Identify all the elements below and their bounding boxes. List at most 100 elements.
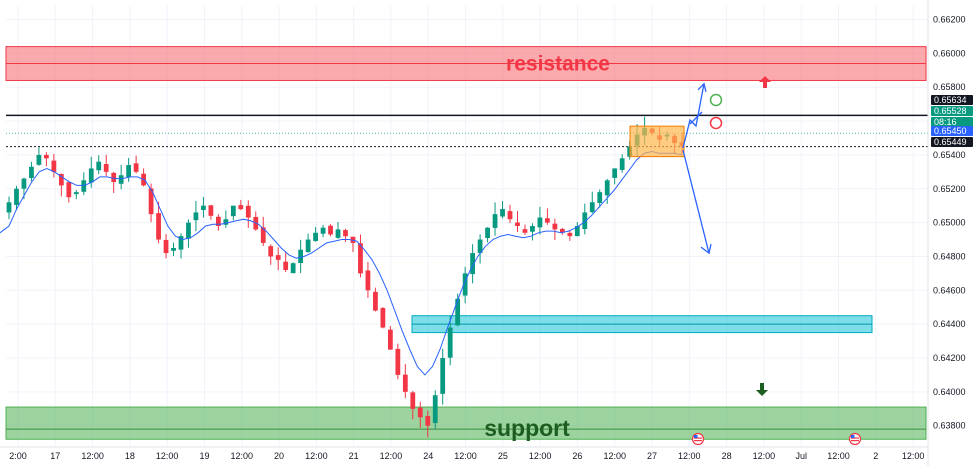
candle-body	[440, 358, 446, 394]
candle-body	[589, 202, 595, 213]
consolidation-box	[629, 125, 685, 158]
x-tick-label: 17	[50, 451, 60, 461]
candle-body	[163, 239, 169, 254]
candle-body	[417, 407, 423, 418]
x-tick-label: 20	[274, 451, 284, 461]
y-tick-label: 0.65400	[933, 150, 966, 160]
candle-body	[201, 205, 206, 211]
bullish-projection-arrow	[682, 83, 705, 149]
flag-stripe	[851, 437, 859, 439]
price-tag-label: 0.65449	[934, 137, 967, 147]
y-tick-label: 0.65200	[933, 184, 966, 194]
candle-body	[612, 168, 618, 178]
candle-body	[328, 225, 333, 235]
x-tick-label: 12:00	[454, 451, 477, 461]
candle-body	[462, 273, 468, 296]
arrow-head-icon	[697, 82, 707, 92]
red-circle-marker	[709, 116, 723, 130]
x-tick-label: 12:00	[753, 451, 776, 461]
x-tick-label: 12:00	[678, 451, 701, 461]
y-tick-label: 0.63800	[933, 421, 966, 431]
x-tick-label: 28	[722, 451, 732, 461]
zones: resistance support	[5, 46, 927, 441]
candle-body	[604, 180, 610, 196]
candle-body	[275, 255, 281, 260]
candle-body	[470, 253, 476, 275]
price-axis[interactable]: 0.662000.660000.658000.656000.654000.652…	[927, 0, 966, 466]
candle-body	[186, 222, 191, 239]
candle-body	[395, 348, 401, 375]
candle-body	[260, 227, 266, 243]
x-tick-label: 12:00	[902, 451, 925, 461]
y-tick-label: 0.64000	[933, 387, 966, 397]
candle-body	[111, 172, 117, 182]
candle-body	[537, 217, 543, 228]
candle-body	[58, 174, 64, 186]
x-tick-label: 12:00	[156, 451, 179, 461]
candle-body	[582, 212, 588, 229]
candle-body	[305, 239, 311, 253]
x-tick-label: 2:00	[9, 451, 27, 461]
x-tick-label: 12:00	[231, 451, 254, 461]
x-tick-label: 12:00	[81, 451, 104, 461]
y-tick-label: 0.64400	[933, 319, 966, 329]
candle-body	[73, 192, 79, 195]
candle-body	[230, 205, 236, 217]
candle-body	[21, 178, 27, 189]
y-tick-label: 0.65000	[933, 218, 966, 228]
candle-body	[223, 219, 229, 225]
candle-body	[148, 188, 154, 215]
candle-body	[455, 298, 461, 326]
candle-body	[380, 308, 386, 328]
arrow-up-icon	[759, 76, 771, 88]
resistance-label: resistance	[506, 53, 610, 76]
price-tag-label: 08:16	[934, 117, 957, 127]
price-tag	[931, 117, 973, 127]
arrow-segment	[689, 111, 703, 125]
candle-body	[335, 229, 341, 238]
y-tick-label: 0.66000	[933, 48, 966, 58]
candle-body	[507, 211, 513, 220]
candle-body	[268, 246, 274, 257]
y-tick-label: 0.66200	[933, 15, 966, 25]
green-circle-marker	[709, 93, 723, 107]
candle-body	[515, 222, 520, 226]
flag-stripe	[694, 440, 702, 442]
candle-body	[313, 232, 318, 242]
candle-body	[103, 164, 109, 172]
x-tick-label: 12:00	[380, 451, 403, 461]
candle-body	[530, 226, 535, 232]
flag-stripe	[694, 437, 702, 439]
candle-body	[373, 291, 378, 311]
candle-body	[545, 218, 550, 223]
flag-us-icon	[691, 432, 705, 446]
candle-body	[477, 239, 483, 254]
time-axis[interactable]: 2:00 17 12:00 18 12:00 19 12:00 20 12:00 21 12:00 2…	[0, 446, 928, 461]
price-tag	[931, 126, 973, 136]
x-tick-label: 12:00	[529, 451, 552, 461]
moving-average	[0, 150, 683, 376]
candle-body	[51, 160, 57, 172]
flag-canton	[851, 435, 855, 438]
candle-body	[358, 243, 363, 274]
candle-body	[432, 395, 438, 424]
candle-body	[6, 202, 12, 213]
x-tick-label: 12:00	[827, 451, 850, 461]
candle-body	[66, 182, 72, 198]
candle-body	[193, 212, 199, 221]
x-tick-label: 19	[199, 451, 209, 461]
x-tick-label: 18	[125, 451, 135, 461]
x-tick-label: 12:00	[305, 451, 328, 461]
candle-body	[126, 165, 132, 178]
y-tick-label: 0.64200	[933, 353, 966, 363]
x-tick-label: 2	[873, 451, 878, 461]
price-tag-label: 0.65450	[934, 126, 967, 136]
bearish-projection-arrow	[682, 149, 710, 254]
price-tag	[931, 137, 973, 147]
x-tick-label: 21	[349, 451, 359, 461]
candle-body	[290, 263, 296, 274]
candle-body	[29, 166, 34, 179]
price-tag	[931, 106, 973, 116]
